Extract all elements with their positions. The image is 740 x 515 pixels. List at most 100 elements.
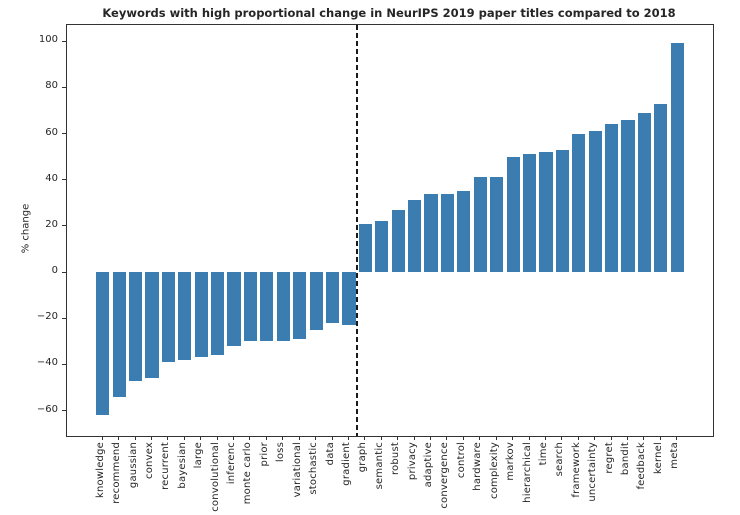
x-tick-label: complexity bbox=[488, 442, 500, 499]
x-tick-label: uncertainty bbox=[587, 442, 599, 502]
x-tick-mark bbox=[183, 436, 185, 440]
x-tick-mark bbox=[643, 436, 645, 440]
y-tick-mark bbox=[62, 40, 66, 42]
chart-title: Keywords with high proportional change i… bbox=[102, 6, 676, 20]
x-tick-mark bbox=[233, 436, 235, 440]
x-tick-mark bbox=[544, 436, 546, 440]
bar-feedback bbox=[637, 112, 652, 273]
x-tick-label: kernel bbox=[652, 442, 664, 474]
x-tick-label: bandit bbox=[620, 442, 632, 476]
x-tick-label: search bbox=[554, 442, 566, 477]
bar-uncertainty bbox=[588, 131, 602, 273]
bar-data bbox=[325, 272, 340, 323]
x-tick-label: recommend bbox=[111, 442, 123, 504]
x-tick-mark bbox=[265, 436, 267, 440]
bar-gaussian bbox=[128, 272, 143, 381]
bar-variational bbox=[293, 272, 307, 339]
bar-search bbox=[555, 149, 569, 273]
x-tick-mark bbox=[380, 436, 382, 440]
x-tick-mark bbox=[298, 436, 300, 440]
y-tick-mark bbox=[62, 225, 66, 227]
x-tick-mark bbox=[167, 436, 169, 440]
x-tick-mark bbox=[495, 436, 497, 440]
bar-control bbox=[457, 191, 471, 273]
x-tick-mark bbox=[462, 436, 464, 440]
divider-dashed-line bbox=[356, 25, 359, 436]
x-tick-label: semantic bbox=[373, 442, 385, 490]
x-tick-label: robust bbox=[390, 442, 402, 476]
bar-recommend bbox=[112, 272, 126, 397]
x-tick-label: knowledge bbox=[94, 442, 106, 499]
x-tick-label: convergence bbox=[439, 442, 451, 509]
x-tick-mark bbox=[430, 436, 432, 440]
y-tick-label: 20 bbox=[45, 218, 58, 230]
x-tick-label: variational bbox=[291, 442, 303, 498]
bar-graph bbox=[358, 223, 372, 273]
x-tick-mark bbox=[577, 436, 579, 440]
y-tick-label: 0 bbox=[51, 265, 58, 277]
y-tick-label: 40 bbox=[45, 172, 58, 184]
bar-knowledge bbox=[96, 272, 110, 416]
y-tick-mark bbox=[62, 317, 66, 319]
x-tick-label: data bbox=[324, 442, 336, 466]
x-tick-mark bbox=[446, 436, 448, 440]
x-tick-mark bbox=[659, 436, 661, 440]
x-axis-labels: knowledge recommend gaussian convex recurren… bbox=[66, 442, 712, 512]
bar-prior bbox=[260, 272, 274, 342]
bar-meta bbox=[670, 43, 684, 273]
y-tick-mark bbox=[62, 410, 66, 412]
x-tick-mark bbox=[315, 436, 317, 440]
bar-bandit bbox=[621, 119, 635, 273]
y-tick-label: 60 bbox=[45, 126, 58, 138]
x-tick-mark bbox=[331, 436, 333, 440]
bar-semantic bbox=[375, 221, 389, 273]
bar-convolutional bbox=[211, 272, 225, 356]
bar-convex bbox=[145, 272, 159, 379]
y-tick-label: −20 bbox=[36, 311, 58, 323]
x-tick-mark bbox=[118, 436, 120, 440]
y-tick-mark bbox=[62, 271, 66, 273]
x-tick-label: convex bbox=[143, 442, 155, 479]
plot-area bbox=[62, 24, 714, 437]
x-tick-mark bbox=[479, 436, 481, 440]
bar-markov bbox=[506, 156, 520, 273]
bar-convergence bbox=[440, 193, 455, 273]
bar-time bbox=[539, 151, 553, 273]
x-tick-mark bbox=[528, 436, 530, 440]
bar-bayesian bbox=[178, 272, 192, 360]
x-tick-label: monte carlo bbox=[242, 442, 254, 505]
bar-loss bbox=[276, 272, 290, 342]
y-tick-mark bbox=[62, 363, 66, 365]
y-tick-mark bbox=[62, 86, 66, 88]
x-tick-mark bbox=[676, 436, 678, 440]
x-tick-mark bbox=[101, 436, 103, 440]
x-tick-mark bbox=[413, 436, 415, 440]
x-tick-mark bbox=[249, 436, 251, 440]
x-tick-mark bbox=[347, 436, 349, 440]
bar-hierarchical bbox=[522, 154, 537, 273]
x-tick-label: gaussian bbox=[127, 442, 139, 489]
x-tick-label: gradient bbox=[340, 442, 352, 486]
bar-robust bbox=[391, 209, 405, 273]
x-tick-mark bbox=[282, 436, 284, 440]
x-tick-label: adaptive bbox=[423, 442, 435, 488]
x-tick-label: prior bbox=[258, 442, 270, 467]
x-tick-mark bbox=[627, 436, 629, 440]
bar-gradient bbox=[342, 272, 356, 326]
x-tick-label: meta bbox=[669, 442, 681, 469]
x-tick-label: hierarchical bbox=[521, 442, 533, 503]
y-tick-label: −40 bbox=[36, 357, 58, 369]
x-tick-label: time bbox=[537, 442, 549, 466]
bar-regret bbox=[605, 124, 619, 273]
x-tick-label: stochastic bbox=[308, 442, 320, 495]
x-tick-label: bayesian bbox=[176, 442, 188, 489]
bar-privacy bbox=[408, 200, 422, 273]
bar-adaptive bbox=[424, 193, 438, 273]
x-tick-label: graph bbox=[357, 442, 369, 473]
bar-hardware bbox=[473, 177, 487, 273]
x-tick-label: framework bbox=[570, 442, 582, 498]
x-tick-mark bbox=[610, 436, 612, 440]
bar-framework bbox=[572, 133, 586, 273]
x-tick-label: privacy bbox=[406, 442, 418, 481]
